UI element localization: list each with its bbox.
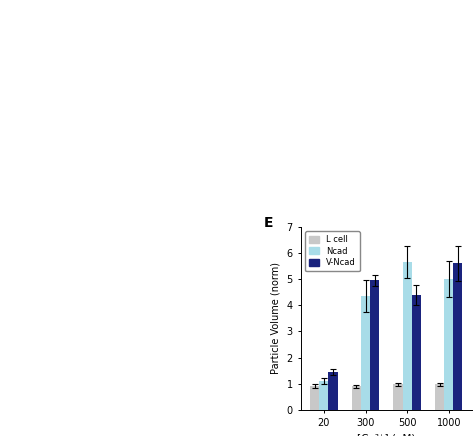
- Bar: [310, 386, 319, 410]
- Bar: [393, 385, 402, 410]
- Text: E: E: [264, 216, 273, 230]
- Bar: [402, 262, 412, 410]
- Legend: L cell, Ncad, V-Ncad: L cell, Ncad, V-Ncad: [305, 231, 360, 271]
- X-axis label: [Ca²⁺] (μM): [Ca²⁺] (μM): [357, 434, 416, 436]
- Bar: [453, 263, 463, 410]
- Bar: [319, 381, 328, 410]
- Bar: [370, 280, 379, 410]
- Bar: [361, 296, 370, 410]
- Bar: [435, 385, 444, 410]
- Bar: [352, 386, 361, 410]
- Bar: [412, 295, 421, 410]
- Bar: [444, 279, 453, 410]
- Bar: [328, 372, 337, 410]
- Y-axis label: Particle Volume (norm): Particle Volume (norm): [271, 262, 281, 374]
